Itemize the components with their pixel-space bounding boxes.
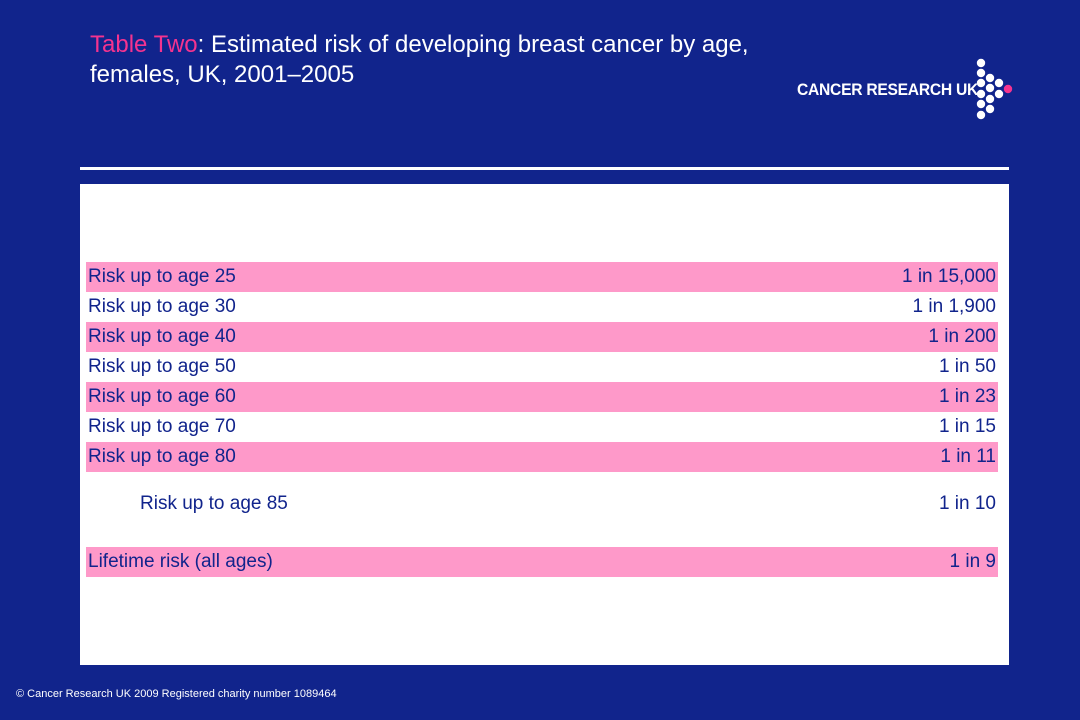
row-value: 1 in 15 [938, 416, 996, 437]
row-label: Lifetime risk (all ages) [88, 551, 273, 572]
copyright-footer: © Cancer Research UK 2009 Registered cha… [16, 688, 337, 700]
row-value: 1 in 10 [938, 493, 996, 514]
row-label: Risk up to age 25 [88, 266, 236, 287]
table-row: Risk up to age 85 1 in 10 [86, 489, 998, 519]
table-row: Risk up to age 70 1 in 15 [86, 412, 998, 442]
row-value: 1 in 50 [938, 356, 996, 377]
row-value: 1 in 200 [928, 326, 996, 347]
table-row: Risk up to age 25 1 in 15,000 [86, 262, 998, 292]
row-label: Risk up to age 50 [88, 356, 236, 377]
row-label: Risk up to age 80 [88, 446, 236, 467]
table-row: Risk up to age 40 1 in 200 [86, 322, 998, 352]
table-row: Lifetime risk (all ages) 1 in 9 [86, 547, 998, 577]
logo-text: CANCER RESEARCH UK [797, 80, 978, 99]
title-text: : Estimated risk of developing breast ca… [90, 31, 749, 88]
row-value: 1 in 15,000 [901, 266, 996, 287]
cancer-research-uk-logo: CANCER RESEARCH UK [797, 58, 1017, 124]
slide-title: Table Two: Estimated risk of developing … [90, 30, 790, 90]
row-label: Risk up to age 85 [140, 493, 288, 514]
row-value: 1 in 1,900 [912, 296, 996, 317]
risk-table: Risk up to age 25 1 in 15,000 Risk up to… [80, 184, 1009, 665]
row-label: Risk up to age 70 [88, 416, 236, 437]
row-label: Risk up to age 60 [88, 386, 236, 407]
logo-dots-icon [976, 58, 1013, 120]
title-divider [80, 167, 1009, 170]
table-row: Risk up to age 30 1 in 1,900 [86, 292, 998, 322]
row-value: 1 in 23 [938, 386, 996, 407]
title-accent: Table Two [90, 31, 198, 58]
table-row: Risk up to age 80 1 in 11 [86, 442, 998, 472]
row-value: 1 in 9 [949, 551, 996, 572]
table-row: Risk up to age 50 1 in 50 [86, 352, 998, 382]
table-row: Risk up to age 60 1 in 23 [86, 382, 998, 412]
row-value: 1 in 11 [940, 446, 996, 467]
row-label: Risk up to age 30 [88, 296, 236, 317]
row-label: Risk up to age 40 [88, 326, 236, 347]
